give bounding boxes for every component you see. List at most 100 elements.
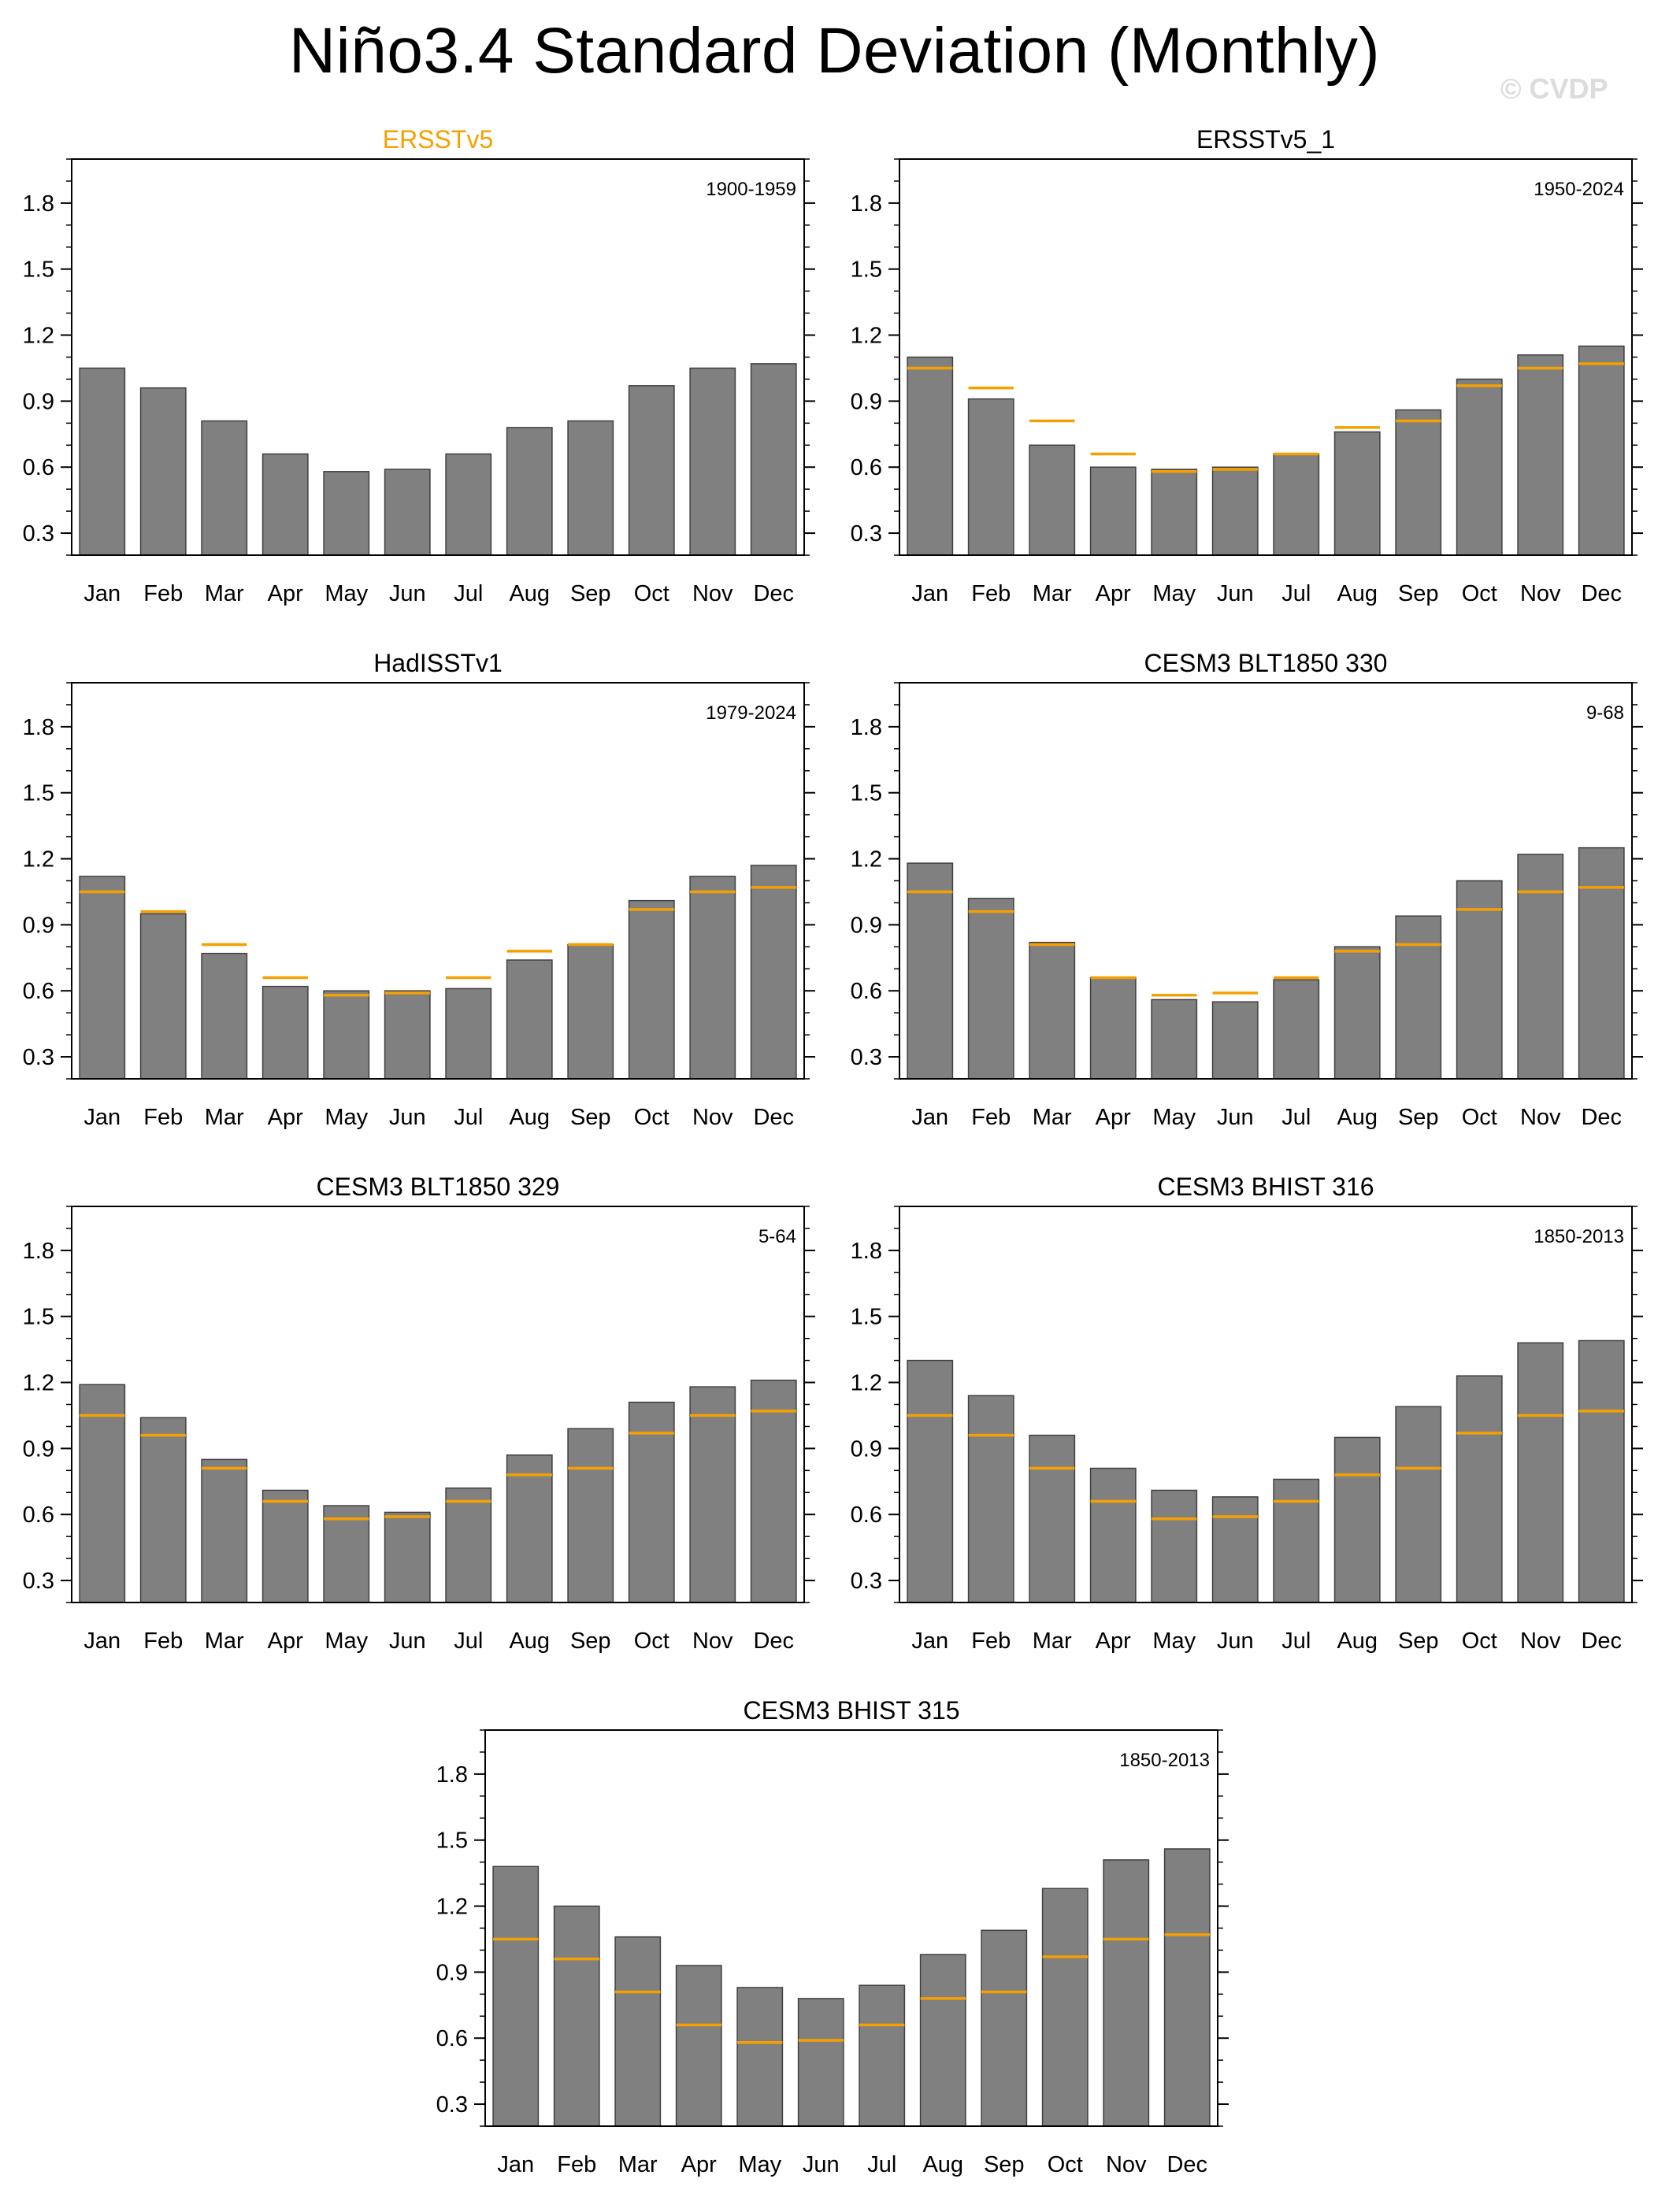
- y-tick-label: 0.3: [851, 521, 882, 547]
- x-tick-label-oct: Oct: [1462, 1628, 1497, 1654]
- x-tick-label-jun: Jun: [389, 1628, 426, 1654]
- x-tick-label-nov: Nov: [1520, 1628, 1561, 1654]
- x-tick-label-oct: Oct: [634, 1628, 669, 1654]
- y-tick-label: 1.2: [23, 847, 54, 873]
- bar-jul: [445, 987, 492, 1080]
- bar-jun: [384, 1511, 431, 1603]
- bar-apr: [261, 453, 309, 556]
- bar-oct: [628, 385, 675, 556]
- bar-jun: [1211, 466, 1259, 556]
- y-tick-label: 0.6: [436, 2026, 468, 2051]
- x-tick-label-may: May: [1152, 1105, 1196, 1130]
- bar-may: [323, 990, 370, 1080]
- x-tick-label-apr: Apr: [268, 1105, 303, 1130]
- bar-feb: [139, 1417, 187, 1603]
- x-tick-label-mar: Mar: [205, 1105, 244, 1130]
- x-tick-label-dec: Dec: [1581, 1628, 1622, 1654]
- bar-may: [1151, 469, 1198, 556]
- y-tick-label: 1.5: [851, 1305, 882, 1330]
- bar-sep: [1395, 915, 1442, 1080]
- x-tick-label-jul: Jul: [1281, 1105, 1311, 1130]
- x-tick-label-jul: Jul: [454, 581, 483, 606]
- panel-title: CESM3 BLT1850 329: [317, 1173, 560, 1201]
- bar-dec: [1578, 847, 1625, 1080]
- x-tick-label-oct: Oct: [1462, 1105, 1497, 1130]
- bar-jan: [79, 367, 126, 556]
- x-tick-label-jul: Jul: [1281, 581, 1311, 606]
- period-label: 5-64: [758, 1226, 796, 1247]
- y-tick-label: 1.5: [23, 1305, 54, 1330]
- y-tick-label: 1.5: [851, 258, 882, 283]
- bar-mar: [1029, 444, 1076, 556]
- x-tick-label-apr: Apr: [1096, 1628, 1131, 1654]
- y-tick-label: 1.8: [23, 191, 54, 217]
- y-tick-label: 0.6: [23, 979, 54, 1004]
- y-tick-label: 0.9: [23, 913, 54, 938]
- panel-title: CESM3 BHIST 315: [743, 1696, 959, 1725]
- x-tick-label-sep: Sep: [1398, 581, 1439, 606]
- bar-nov: [1517, 354, 1564, 556]
- x-tick-label-jan: Jan: [83, 1105, 121, 1130]
- y-tick-label: 1.2: [23, 1371, 54, 1396]
- x-tick-label-feb: Feb: [971, 1105, 1011, 1130]
- chart-panel-5: CESM3 BLT1850 329 0.3 0.6 0.9 1.2 1.5 1.8 Jan Fe…: [23, 1173, 815, 1654]
- bar-oct: [628, 1401, 675, 1603]
- y-tick-label: 0.3: [23, 521, 54, 547]
- period-label: 1950-2024: [1534, 179, 1624, 200]
- bar-feb: [967, 898, 1014, 1080]
- x-tick-label-may: May: [1152, 581, 1196, 606]
- bar-aug: [506, 427, 553, 556]
- x-tick-label-feb: Feb: [971, 581, 1011, 606]
- bar-dec: [1163, 1848, 1211, 2127]
- x-tick-label-jan: Jan: [83, 1628, 121, 1654]
- bar-mar: [1029, 1434, 1076, 1603]
- x-tick-label-mar: Mar: [1033, 1628, 1072, 1654]
- y-tick-label: 0.6: [851, 1502, 882, 1528]
- bar-mar: [614, 1936, 662, 2127]
- x-tick-label-feb: Feb: [971, 1628, 1011, 1654]
- x-tick-label-may: May: [1152, 1628, 1196, 1654]
- period-label: 1979-2024: [706, 702, 796, 724]
- x-tick-label-feb: Feb: [557, 2152, 596, 2177]
- bar-jan: [492, 1866, 540, 2127]
- x-tick-label-apr: Apr: [1096, 1105, 1131, 1130]
- bar-jun: [384, 469, 431, 556]
- y-tick-label: 1.5: [851, 781, 882, 806]
- y-tick-label: 0.6: [851, 455, 882, 480]
- bar-may: [1151, 999, 1198, 1080]
- x-tick-label-apr: Apr: [1096, 581, 1131, 606]
- x-tick-label-sep: Sep: [570, 1105, 611, 1130]
- x-tick-label-jul: Jul: [1281, 1628, 1311, 1654]
- x-tick-label-apr: Apr: [268, 581, 303, 606]
- y-tick-label: 1.8: [851, 715, 882, 740]
- bar-dec: [1578, 345, 1625, 556]
- chart-panel-3: HadISSTv1 0.3 0.6 0.9 1.2 1.5 1.8 Jan Feb Mar Apr M…: [23, 649, 815, 1130]
- bar-mar: [201, 952, 248, 1080]
- bar-sep: [1395, 409, 1442, 556]
- bar-jul: [1273, 1478, 1320, 1603]
- x-tick-label-oct: Oct: [634, 581, 669, 606]
- x-tick-label-nov: Nov: [1520, 581, 1561, 606]
- panel-title: CESM3 BLT1850 330: [1144, 649, 1388, 677]
- bar-aug: [1333, 431, 1381, 556]
- bar-mar: [201, 420, 248, 556]
- x-tick-label-may: May: [325, 1628, 368, 1654]
- y-tick-label: 1.2: [851, 1371, 882, 1396]
- bar-jun: [797, 1998, 844, 2127]
- y-tick-label: 0.9: [851, 913, 882, 938]
- bar-jan: [79, 876, 126, 1080]
- x-tick-label-aug: Aug: [509, 581, 550, 606]
- x-tick-label-jun: Jun: [1217, 1105, 1254, 1130]
- x-tick-label-nov: Nov: [692, 581, 733, 606]
- bar-dec: [1578, 1339, 1625, 1603]
- period-label: 1900-1959: [706, 179, 796, 200]
- bar-jan: [907, 1359, 954, 1603]
- figure-title: Niño3.4 Standard Deviation (Monthly): [288, 15, 1381, 87]
- bar-apr: [1089, 976, 1137, 1080]
- bar-sep: [567, 420, 614, 556]
- x-tick-label-jul: Jul: [454, 1105, 483, 1130]
- y-tick-label: 0.3: [436, 2092, 468, 2118]
- bar-aug: [506, 959, 553, 1080]
- bar-feb: [139, 913, 187, 1080]
